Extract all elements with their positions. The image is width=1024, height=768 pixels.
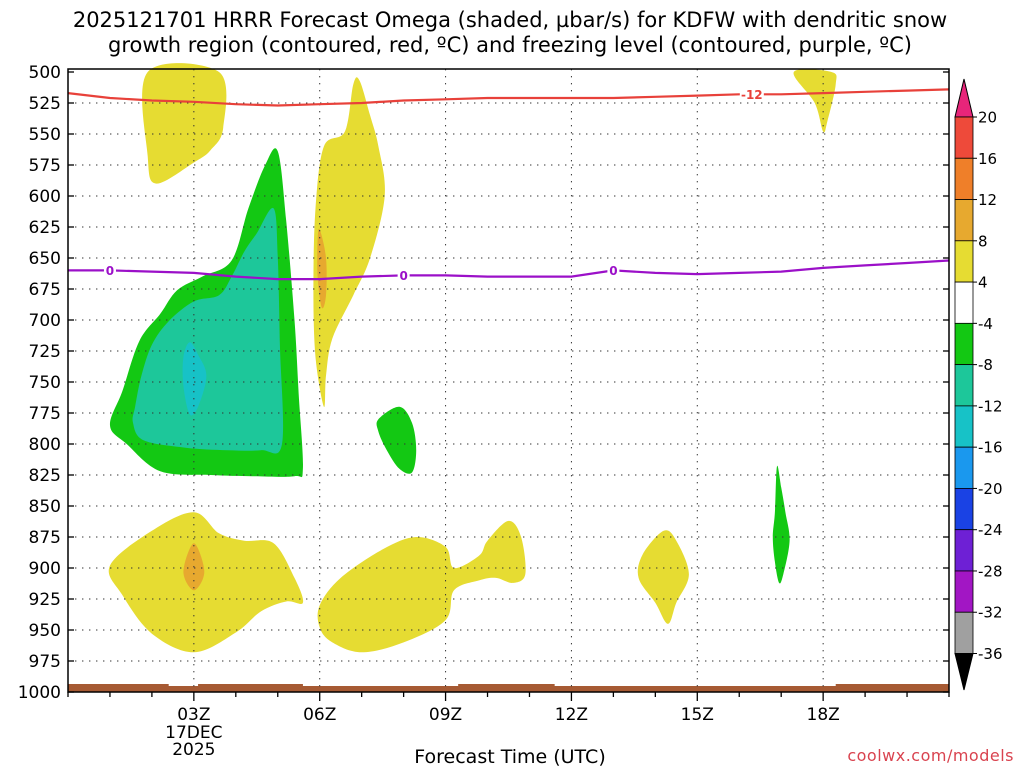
dgz-contour-label: -12 (741, 88, 763, 102)
colorbar-bin-8 (954, 405, 974, 448)
freezing-label-bg-3 (607, 263, 620, 278)
colorbar-bin-11 (954, 529, 974, 572)
y-tick-label-825: 825 (29, 466, 61, 486)
ground-fill (68, 686, 949, 692)
freezing-level-label-1: 0 (106, 264, 114, 278)
y-tick-label-975: 975 (29, 652, 61, 672)
omega-region-3 (317, 228, 327, 309)
omega-region-1 (142, 63, 227, 184)
chart-title-line-2: growth region (contoured, red, ºC) and f… (108, 33, 912, 57)
colorbar: 20 16 12 8 4 -4 -8 -12 -16 -20 -24 -28 -32 -36 (954, 78, 1003, 691)
y-tick-label-550: 550 (29, 125, 61, 145)
y-tick-label-900: 900 (29, 559, 61, 579)
colorbar-label-8: -16 (978, 439, 1003, 457)
omega-region-12 (376, 406, 417, 474)
omega-region-5 (108, 512, 304, 653)
dotted-gridlines (68, 69, 949, 692)
omega-region-7 (317, 520, 526, 653)
colorbar-label-6: -8 (978, 356, 993, 374)
colorbar-label-2: 12 (978, 191, 997, 209)
colorbar-bin-3 (954, 199, 974, 242)
x-tick-label-03Z: 03Z (177, 705, 210, 725)
y-tick-label-800: 800 (29, 435, 61, 455)
colorbar-label-10: -24 (978, 521, 1003, 539)
x-tick-date: 17DEC (165, 723, 222, 743)
x-tick-label-18Z: 18Z (807, 705, 840, 725)
colorbar-bin-4 (954, 240, 974, 283)
colorbar-bin-10 (954, 488, 974, 531)
freezing-level-label-3: 0 (609, 264, 617, 278)
colorbar-label-13: -36 (978, 645, 1003, 663)
colorbar-label-0: 20 (978, 109, 997, 127)
y-tick-label-700: 700 (29, 311, 61, 331)
x-tick-label-12Z: 12Z (555, 705, 588, 725)
chart-title-line-1: 2025121701 HRRR Forecast Omega (shaded, … (73, 8, 947, 32)
y-tick-label-525: 525 (29, 94, 61, 114)
ground-bump-3 (458, 684, 555, 687)
dgz-contour-label-bg (739, 87, 764, 102)
colorbar-label-3: 8 (978, 232, 988, 250)
ground-strip (68, 684, 949, 692)
x-tick-label-09Z: 09Z (429, 705, 462, 725)
y-tick-label-850: 850 (29, 497, 61, 517)
colorbar-bin-2 (954, 157, 974, 200)
colorbar-label-11: -28 (978, 562, 1003, 580)
omega-region-13 (772, 465, 790, 584)
plot-frame (67, 68, 950, 693)
y-tick-label-725: 725 (29, 342, 61, 362)
y-tick-label-675: 675 (29, 280, 61, 300)
colorbar-label-12: -32 (978, 604, 1003, 622)
y-tick-label-625: 625 (29, 218, 61, 238)
y-tick-label-775: 775 (29, 404, 61, 424)
colorbar-bin-6 (954, 322, 974, 366)
freezing-level-contour-line (68, 259, 950, 281)
y-tick-label-575: 575 (29, 156, 61, 176)
y-tick-label-650: 650 (29, 249, 61, 269)
freezing-label-bg-2 (397, 268, 410, 283)
colorbar-label-1: 16 (978, 150, 997, 168)
colorbar-triangle-bottom (954, 653, 974, 691)
colorbar-bin-1 (954, 116, 974, 159)
omega-region-10 (132, 207, 284, 454)
colorbar-triangle-top (954, 78, 974, 118)
y-tick-label-600: 600 (29, 187, 61, 207)
omega-region-11 (182, 342, 207, 416)
x-tick-year: 2025 (172, 740, 215, 760)
ground-bump-1 (68, 684, 169, 687)
ground-bump-4 (835, 684, 949, 687)
omega-shaded-regions (108, 63, 837, 653)
colorbar-label-5: -4 (978, 315, 993, 333)
y-axis: 500 525 550 575 600 625 650 675 700 725 750 775 800 8… (18, 63, 949, 703)
omega-region-2 (313, 77, 385, 408)
dgz-contour-line (67, 88, 950, 107)
colorbar-label-9: -20 (978, 480, 1003, 498)
colorbar-bin-9 (954, 446, 974, 489)
ground-bump-2 (198, 684, 303, 687)
colorbar-bin-5 (954, 281, 974, 324)
y-tick-label-950: 950 (29, 621, 61, 641)
y-tick-label-750: 750 (29, 373, 61, 393)
omega-region-4 (793, 69, 837, 133)
colorbar-bin-13 (954, 611, 974, 654)
x-axis-label: Forecast Time (UTC) (414, 746, 605, 768)
y-tick-label-500: 500 (29, 63, 61, 83)
freezing-level-label-2: 0 (399, 269, 407, 283)
watermark: coolwx.com/models (847, 746, 1014, 765)
colorbar-bin-7 (954, 364, 974, 407)
y-tick-label-875: 875 (29, 528, 61, 548)
omega-region-8 (637, 530, 689, 624)
y-tick-label-925: 925 (29, 590, 61, 610)
colorbar-label-4: 4 (978, 274, 988, 292)
x-tick-label-06Z: 06Z (303, 705, 336, 725)
x-tick-label-15Z: 15Z (681, 705, 714, 725)
y-tick-label-1000: 1000 (18, 683, 61, 703)
colorbar-bin-12 (954, 570, 974, 613)
contour-lines: -12 0 0 0 (67, 87, 950, 283)
freezing-label-bg-1 (103, 263, 116, 278)
colorbar-label-7: -12 (978, 397, 1003, 415)
